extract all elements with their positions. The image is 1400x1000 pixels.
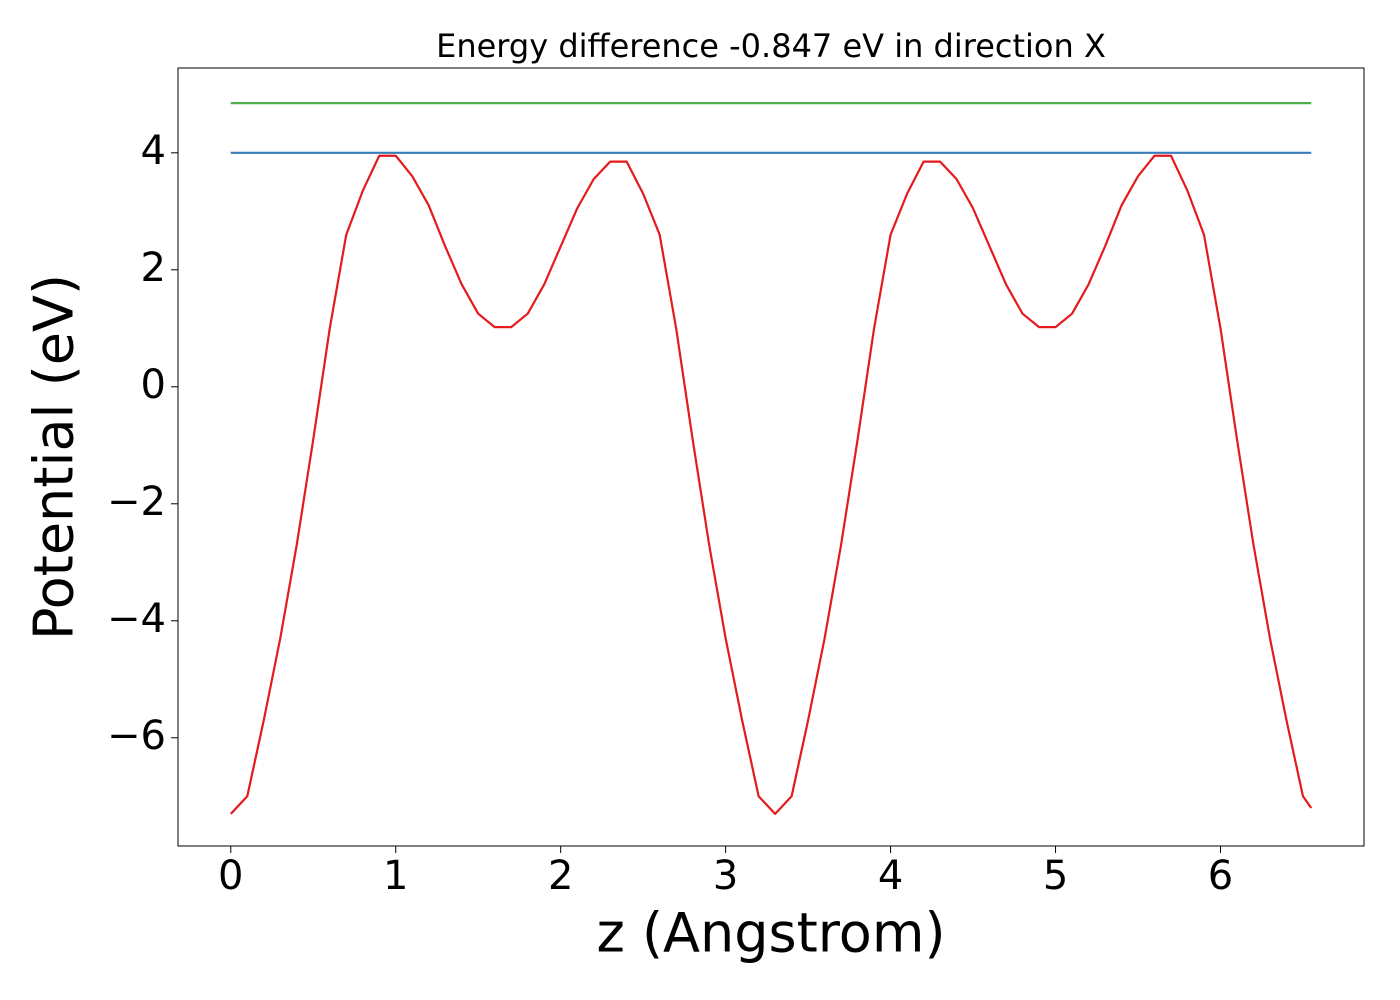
x-tick-label: 3	[713, 853, 738, 899]
y-tick-label: 2	[141, 245, 166, 291]
y-tick-label: 0	[141, 362, 166, 408]
x-tick-label: 0	[218, 853, 243, 899]
data-line	[229, 154, 1313, 815]
plot-frame	[177, 67, 1365, 847]
x-tick-label: 6	[1208, 853, 1233, 899]
chart-title: Energy difference -0.847 eV in direction…	[436, 27, 1106, 65]
x-tick-label: 5	[1043, 853, 1068, 899]
x-tick-label: 2	[548, 853, 573, 899]
y-axis-label: Potential (eV)	[23, 274, 86, 640]
y-tick-label: −2	[107, 479, 166, 525]
y-tick-label: −6	[107, 713, 166, 759]
x-tick-label: 4	[878, 853, 903, 899]
y-tick-label: 4	[141, 128, 166, 174]
x-axis-label: z (Angstrom)	[596, 902, 945, 965]
y-tick-label: −4	[107, 596, 166, 642]
x-tick-label: 1	[383, 853, 408, 899]
